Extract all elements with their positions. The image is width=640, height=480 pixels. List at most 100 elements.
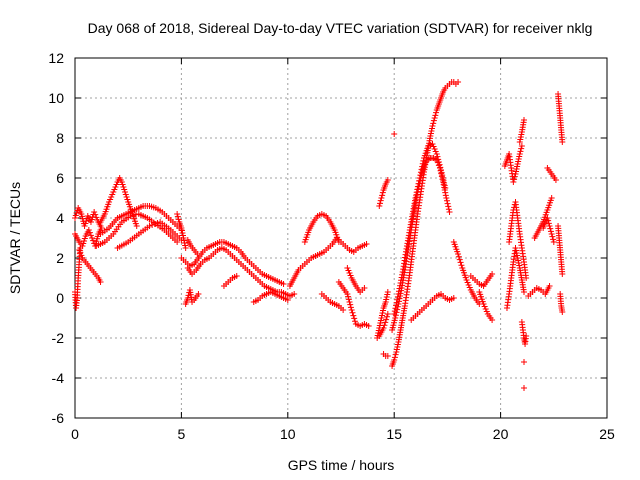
data-points [72, 79, 566, 391]
y-tick-label: 4 [56, 210, 64, 226]
data-point [291, 291, 298, 297]
data-point [133, 223, 140, 229]
data-point [194, 251, 201, 257]
data-point [151, 221, 158, 227]
data-point [383, 316, 390, 323]
data-point [384, 177, 391, 183]
data-point [433, 151, 440, 157]
data-point [395, 288, 402, 295]
y-tick-label: 0 [56, 290, 64, 306]
grid [75, 58, 607, 418]
data-point [394, 296, 401, 303]
data-point [438, 169, 445, 176]
data-point [416, 177, 423, 184]
data-point [510, 179, 517, 185]
data-point [174, 213, 181, 220]
data-point [413, 189, 420, 196]
data-point [544, 215, 551, 221]
data-point [521, 385, 528, 391]
data-point [344, 291, 351, 297]
data-point [393, 299, 400, 306]
data-point [414, 186, 421, 193]
data-point [549, 233, 556, 240]
data-point [415, 180, 422, 187]
data-point [90, 237, 97, 244]
data-point [347, 301, 354, 308]
data-point [413, 192, 420, 199]
data-point [435, 156, 442, 163]
data-point [174, 239, 181, 245]
data-point [346, 299, 353, 305]
data-point [174, 211, 181, 217]
data-point [91, 209, 98, 215]
data-point [377, 200, 384, 207]
data-point [146, 223, 153, 229]
data-point [559, 271, 566, 277]
data-point [489, 271, 496, 277]
data-point [446, 209, 453, 215]
x-tick-label: 10 [280, 426, 296, 442]
plot-frame [74, 57, 608, 419]
data-point [416, 175, 423, 181]
y-tick-label: 8 [56, 130, 64, 146]
y-tick-label: 10 [48, 90, 64, 106]
data-point [436, 161, 443, 168]
data-point [456, 256, 463, 263]
data-point [340, 307, 347, 313]
data-point [511, 173, 518, 180]
data-point [545, 217, 552, 224]
data-point [445, 206, 452, 213]
data-point [379, 192, 386, 199]
data-point [442, 185, 449, 191]
data-point [438, 167, 445, 173]
data-point [440, 177, 447, 184]
data-point [547, 225, 554, 232]
data-point [350, 312, 357, 319]
data-point [552, 177, 559, 183]
data-point [521, 289, 528, 295]
y-axis-label: SDTVAR / TECUs [7, 182, 23, 294]
data-point [184, 295, 191, 301]
data-point [284, 297, 291, 303]
data-point [548, 231, 555, 237]
y-tick-label: 12 [48, 50, 64, 66]
data-point [89, 235, 96, 241]
data-point [391, 354, 398, 361]
data-point [154, 220, 161, 226]
data-point [518, 143, 525, 149]
data-point [521, 117, 528, 123]
data-point [97, 279, 104, 285]
y-tick-label: -6 [52, 410, 65, 426]
data-point [412, 195, 419, 201]
x-tick-label: 5 [178, 426, 186, 442]
data-point [78, 252, 85, 259]
data-point [437, 164, 444, 171]
data-point [85, 227, 92, 233]
data-point [382, 319, 389, 326]
data-point [455, 79, 462, 85]
data-point [559, 309, 566, 315]
data-point [397, 280, 404, 286]
data-point [414, 183, 421, 190]
data-point [430, 117, 437, 124]
data-point [458, 262, 465, 269]
data-point [396, 285, 403, 292]
x-tick-label: 20 [493, 426, 509, 442]
data-point [419, 160, 426, 167]
data-point [430, 120, 437, 127]
data-point [439, 172, 446, 179]
data-point [442, 192, 449, 199]
axis-ticks: 0 5 10 15 20 25 -6 -4 -2 0 2 4 6 8 10 12 [48, 50, 615, 442]
x-tick-label: 15 [386, 426, 402, 442]
y-tick-label: 6 [56, 170, 64, 186]
data-point [195, 291, 202, 297]
data-point [429, 123, 436, 129]
data-point [392, 315, 399, 321]
data-point [457, 259, 464, 266]
data-point [380, 325, 387, 331]
data-point [352, 318, 359, 325]
data-point [175, 216, 182, 223]
data-point [87, 232, 94, 239]
data-point [450, 295, 457, 301]
